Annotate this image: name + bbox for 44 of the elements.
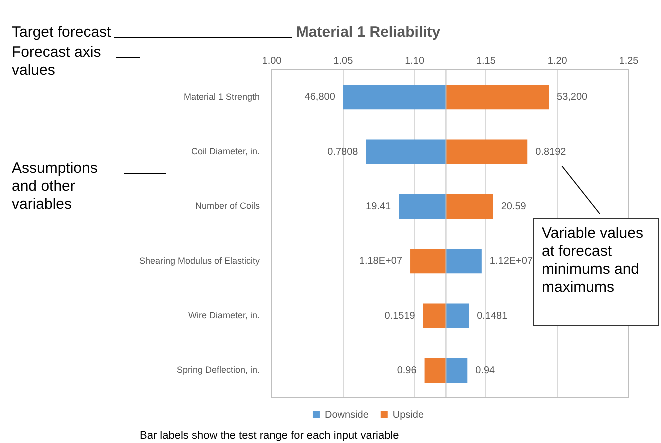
annotation: 1.18E+07 [359,256,403,268]
y-tick-label: Number of Coils [195,201,260,212]
y-tick-label: Material 1 Strength [184,92,260,102]
text: Bar labels show the test range for each input variable [140,430,400,443]
chart-title: Material 1 Reliability [296,24,442,42]
annotation: 0.7808 [328,146,359,158]
bar [446,140,528,164]
bar [446,304,470,328]
x-tick-label: 1.00 [262,56,282,67]
bar [343,85,446,110]
annotation: 46,800 [304,92,336,104]
y-tick-label: Shearing Modulus of Elasticity [139,256,260,266]
x-tick-label: 1.05 [334,56,354,67]
bar [366,140,446,164]
bar [410,249,446,274]
x-tick-label: 1.25 [619,56,640,67]
y-tick-label: Coil Diameter, in. [191,146,260,156]
y-tick-label: Wire Diameter, in. [188,310,260,320]
y-tick-label: Spring Deflection, in. [176,365,260,376]
annotation: 0.94 [476,365,496,376]
bar [446,194,494,219]
annotation: 19.41 [366,201,392,212]
bar [446,358,468,383]
annotation: 1.12E+07 [490,256,534,268]
annotation: 20.59 [501,201,527,212]
bar [446,85,550,110]
annotation: 0.1481 [477,310,508,322]
bar [446,249,482,274]
legend-label: Upside [392,410,424,421]
annotation: 0.8192 [536,146,567,158]
legend-label: Downside [324,410,370,421]
bar [423,304,446,328]
x-tick-label: 1.15 [476,56,496,67]
text: Assumptions and other variables [12,160,99,214]
bar [399,194,446,219]
x-tick-label: 1.20 [548,56,568,67]
annotation: 0.1519 [384,310,416,322]
annotation: 53,200 [557,92,588,104]
text: Target forecast [12,24,112,42]
text: Forecast axis values [12,44,102,80]
x-tick-label: 1.10 [405,56,425,67]
annotation: 0.96 [397,365,418,376]
callout-box: Variable values at forecast minimums and maximums [533,218,659,326]
bar [424,358,446,383]
